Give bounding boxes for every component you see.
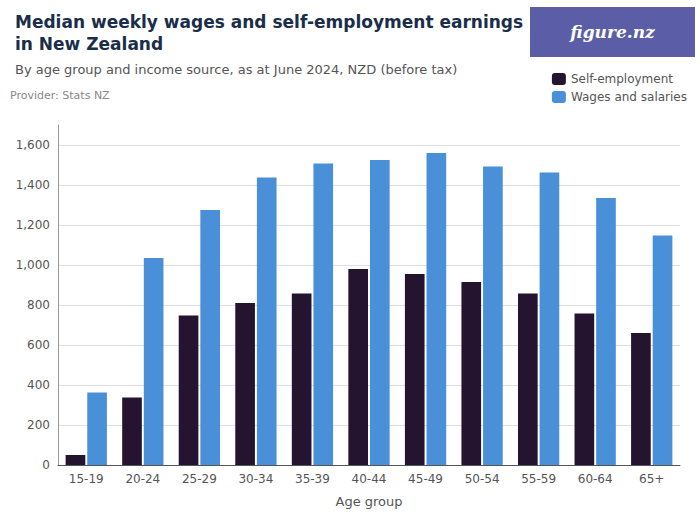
svg-text:30-34: 30-34 (238, 472, 273, 486)
svg-text:55-59: 55-59 (521, 472, 556, 486)
svg-text:600: 600 (27, 338, 50, 352)
svg-text:1,200: 1,200 (16, 218, 50, 232)
svg-text:Wages and salaries: Wages and salaries (571, 90, 687, 104)
svg-text:400: 400 (27, 378, 50, 392)
svg-text:200: 200 (27, 418, 50, 432)
svg-text:20-24: 20-24 (125, 472, 160, 486)
svg-text:Age group: Age group (335, 494, 402, 509)
svg-text:1,000: 1,000 (16, 258, 50, 272)
svg-text:in New Zealand: in New Zealand (15, 34, 163, 54)
svg-text:1,400: 1,400 (16, 178, 50, 192)
svg-text:Median weekly wages and self-e: Median weekly wages and self-employment … (15, 12, 523, 32)
svg-text:figure.nz: figure.nz (569, 22, 655, 42)
svg-text:Provider: Stats NZ: Provider: Stats NZ (10, 89, 110, 102)
svg-text:Self-employment: Self-employment (571, 72, 673, 86)
svg-text:45-49: 45-49 (408, 472, 443, 486)
svg-text:0: 0 (42, 458, 50, 472)
svg-text:60-64: 60-64 (578, 472, 613, 486)
svg-text:By age group and income source: By age group and income source, as at Ju… (15, 62, 457, 77)
svg-text:15-19: 15-19 (69, 472, 104, 486)
svg-text:65+: 65+ (639, 472, 664, 486)
svg-text:800: 800 (27, 298, 50, 312)
svg-text:35-39: 35-39 (295, 472, 330, 486)
svg-text:50-54: 50-54 (465, 472, 500, 486)
svg-text:25-29: 25-29 (182, 472, 217, 486)
svg-text:40-44: 40-44 (352, 472, 387, 486)
svg-text:1,600: 1,600 (16, 138, 50, 152)
